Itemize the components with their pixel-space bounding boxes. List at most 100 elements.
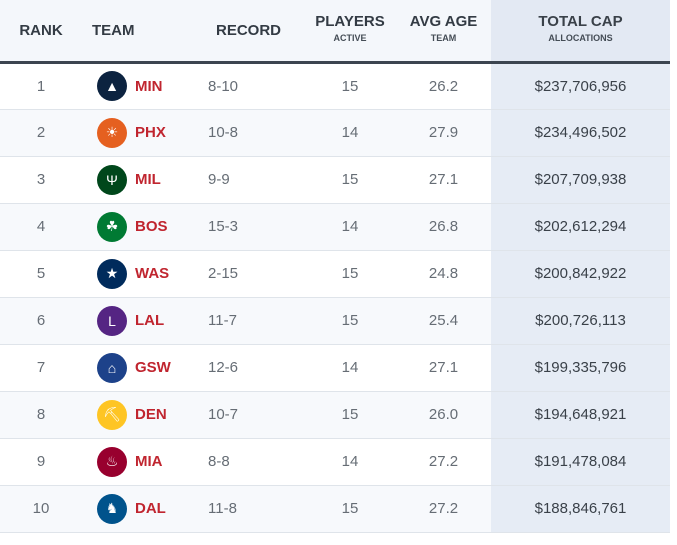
record-cell: 8-8 (208, 453, 230, 470)
timberwolves-logo-icon: ▲ (97, 71, 127, 101)
cap-cell: $200,726,113 (491, 297, 670, 344)
team-link[interactable]: DAL (135, 500, 166, 517)
team-link[interactable]: MIL (135, 171, 161, 188)
team-cell: ☘ BOS (82, 203, 192, 250)
warriors-logo-icon: ⌂ (97, 352, 127, 383)
players-cell: 15 (341, 171, 359, 188)
rank-cell: 6 (36, 312, 46, 329)
age-cell: 27.2 (428, 500, 459, 517)
players-cell: 15 (341, 312, 359, 329)
team-link[interactable]: LAL (135, 312, 165, 329)
record-cell: 15-3 (208, 218, 239, 235)
table-row: 8 ⛏ DEN 10-7 15 26.0 $194,648,921 (0, 391, 670, 438)
record-header[interactable]: RECORD (216, 21, 282, 39)
lakers-logo-icon: L (97, 305, 127, 336)
rank-cell: 9 (36, 453, 46, 470)
team-header[interactable]: TEAM (92, 21, 135, 39)
team-cell: ⌂ GSW (82, 344, 192, 391)
table-row: 6 L LAL 11-7 15 25.4 $200,726,113 (0, 297, 670, 344)
team-cell: ♨ MIA (82, 438, 192, 485)
cap-header[interactable]: TOTAL CAP ALLOCATIONS (491, 0, 670, 62)
heat-logo-icon: ♨ (97, 446, 127, 477)
table-header: RANK TEAM RECORD PLAYERS ACTIVE AVG AGE TE… (0, 0, 670, 62)
cap-cell: $202,612,294 (491, 203, 670, 250)
team-link[interactable]: BOS (135, 218, 168, 235)
rank-cell: 1 (36, 77, 46, 95)
players-cell: 15 (341, 500, 359, 517)
record-cell: 10-7 (208, 406, 239, 423)
cap-cell: $194,648,921 (491, 391, 670, 438)
team-cell: ★ WAS (82, 250, 192, 297)
rank-cell: 8 (36, 406, 46, 423)
rank-cell: 3 (36, 171, 46, 188)
players-header[interactable]: PLAYERS ACTIVE (304, 0, 396, 62)
cap-label: TOTAL CAP (538, 13, 623, 31)
table-row: 5 ★ WAS 2-15 15 24.8 $200,842,922 (0, 250, 670, 297)
rank-cell: 7 (36, 359, 46, 376)
team-link[interactable]: WAS (135, 265, 170, 282)
age-cell: 27.2 (428, 453, 459, 470)
players-cell: 14 (341, 453, 359, 470)
table-row: 4 ☘ BOS 15-3 14 26.8 $202,612,294 (0, 203, 670, 250)
cap-cell: $234,496,502 (491, 109, 670, 156)
age-cell: 25.4 (428, 312, 459, 329)
players-cell: 14 (341, 359, 359, 376)
team-cap-table: RANK TEAM RECORD PLAYERS ACTIVE AVG AGE TE… (0, 0, 670, 532)
table-row: 10 ♞ DAL 11-8 15 27.2 $188,846,761 (0, 485, 670, 532)
rank-cell: 5 (36, 265, 46, 282)
age-label: AVG AGE (409, 13, 478, 31)
team-cell: ☀ PHX (82, 109, 192, 156)
rank-cell: 10 (32, 500, 50, 517)
table-row: 1 ▲ MIN 8-10 15 26.2 $237,706,956 (0, 62, 670, 109)
celtics-logo-icon: ☘ (97, 211, 127, 242)
rank-cell: 4 (36, 218, 46, 235)
team-cell: ♞ DAL (82, 485, 192, 532)
record-cell: 10-8 (208, 124, 239, 141)
players-cell: 15 (341, 265, 359, 282)
team-cell: L LAL (82, 297, 192, 344)
team-cell: Ψ MIL (82, 156, 192, 203)
age-cell: 26.8 (428, 218, 459, 235)
record-cell: 2-15 (208, 265, 239, 282)
team-link[interactable]: DEN (135, 406, 167, 423)
team-cell: ⛏ DEN (82, 391, 192, 438)
record-cell: 9-9 (208, 171, 230, 188)
team-link[interactable]: MIA (135, 453, 163, 470)
cap-cell: $207,709,938 (491, 156, 670, 203)
cap-sublabel: ALLOCATIONS (548, 33, 613, 44)
age-sublabel: TEAM (430, 33, 457, 44)
rank-cell: 2 (36, 124, 46, 141)
record-cell: 8-10 (208, 77, 239, 95)
age-cell: 26.0 (428, 406, 459, 423)
players-cell: 14 (341, 124, 359, 141)
players-sublabel: ACTIVE (333, 33, 367, 44)
record-cell: 12-6 (208, 359, 239, 376)
team-cell: ▲ MIN (82, 62, 192, 109)
team-link[interactable]: GSW (135, 359, 171, 376)
age-cell: 26.2 (428, 77, 459, 95)
table-row: 3 Ψ MIL 9-9 15 27.1 $207,709,938 (0, 156, 670, 203)
cap-cell: $191,478,084 (491, 438, 670, 485)
record-cell: 11-7 (208, 312, 237, 329)
team-link[interactable]: PHX (135, 124, 166, 141)
cap-cell: $237,706,956 (491, 62, 670, 109)
players-label: PLAYERS (315, 13, 385, 31)
table-row: 7 ⌂ GSW 12-6 14 27.1 $199,335,796 (0, 344, 670, 391)
table-row: 2 ☀ PHX 10-8 14 27.9 $234,496,502 (0, 109, 670, 156)
table-row: 9 ♨ MIA 8-8 14 27.2 $191,478,084 (0, 438, 670, 485)
players-cell: 15 (341, 77, 359, 95)
rank-header[interactable]: RANK (19, 21, 63, 39)
record-cell: 11-8 (208, 500, 237, 517)
age-cell: 27.1 (428, 171, 459, 188)
age-header[interactable]: AVG AGE TEAM (396, 0, 491, 62)
mavericks-logo-icon: ♞ (97, 493, 127, 524)
wizards-logo-icon: ★ (97, 258, 127, 289)
players-cell: 15 (341, 406, 359, 423)
team-link[interactable]: MIN (135, 77, 163, 95)
nuggets-logo-icon: ⛏ (97, 399, 127, 430)
players-cell: 14 (341, 218, 359, 235)
suns-logo-icon: ☀ (97, 117, 127, 148)
age-cell: 27.9 (428, 124, 459, 141)
cap-cell: $200,842,922 (491, 250, 670, 297)
age-cell: 24.8 (428, 265, 459, 282)
